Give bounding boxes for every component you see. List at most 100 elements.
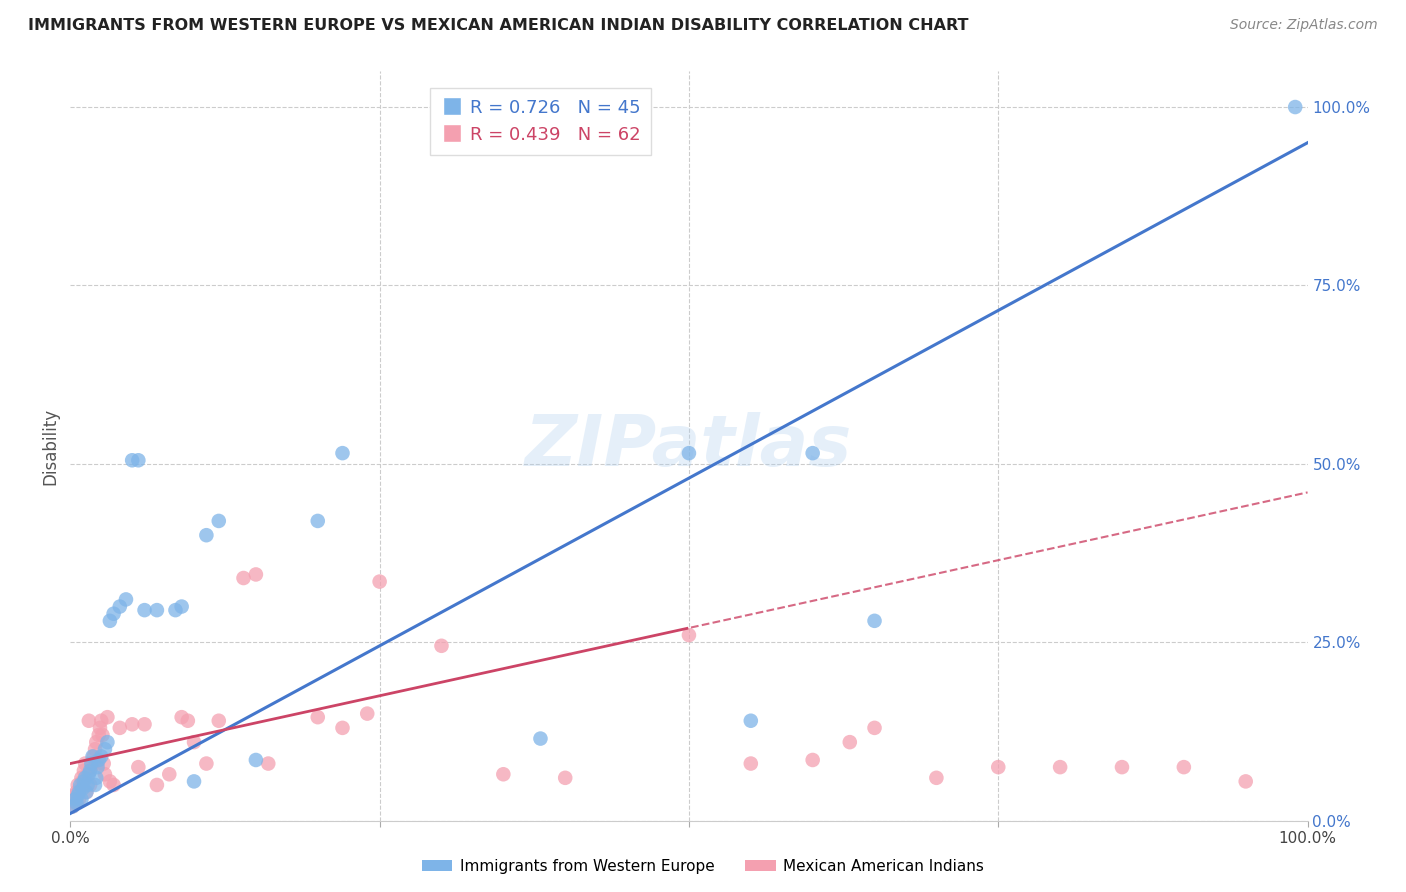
Text: Source: ZipAtlas.com: Source: ZipAtlas.com	[1230, 18, 1378, 32]
Point	[245, 567, 267, 582]
Point	[82, 749, 104, 764]
Point	[165, 603, 187, 617]
Point	[332, 446, 354, 460]
Legend: Immigrants from Western Europe, Mexican American Indians: Immigrants from Western Europe, Mexican …	[416, 853, 990, 880]
Point	[73, 774, 96, 789]
Point	[103, 607, 125, 621]
Point	[307, 710, 329, 724]
Point	[208, 714, 231, 728]
Point	[801, 753, 824, 767]
Point	[94, 742, 117, 756]
Point	[103, 778, 125, 792]
Point	[65, 785, 87, 799]
Point	[529, 731, 551, 746]
Point	[75, 785, 97, 799]
Text: ZIPatlas: ZIPatlas	[526, 411, 852, 481]
Point	[98, 614, 121, 628]
Point	[66, 789, 89, 803]
Point	[79, 764, 101, 778]
Point	[127, 760, 149, 774]
Point	[195, 528, 218, 542]
Point	[86, 756, 108, 771]
Point	[79, 778, 101, 792]
Point	[90, 714, 112, 728]
Point	[84, 778, 107, 792]
Point	[1234, 774, 1257, 789]
Point	[134, 603, 156, 617]
Point	[554, 771, 576, 785]
Point	[83, 749, 105, 764]
Point	[75, 756, 97, 771]
Point	[65, 796, 87, 810]
Point	[1284, 100, 1306, 114]
Point	[146, 603, 169, 617]
Point	[89, 721, 111, 735]
Point	[863, 614, 886, 628]
Point	[134, 717, 156, 731]
Point	[72, 781, 94, 796]
Point	[127, 453, 149, 467]
Point	[170, 710, 193, 724]
Point	[678, 446, 700, 460]
Point	[84, 771, 107, 785]
Point	[82, 756, 104, 771]
Point	[98, 774, 121, 789]
Point	[108, 599, 131, 614]
Point	[177, 714, 200, 728]
Point	[80, 760, 103, 774]
Point	[121, 453, 143, 467]
Point	[96, 735, 118, 749]
Y-axis label: Disability: Disability	[41, 408, 59, 484]
Point	[70, 792, 93, 806]
Point	[67, 785, 90, 799]
Point	[75, 771, 97, 785]
Point	[65, 792, 87, 806]
Point	[73, 764, 96, 778]
Point	[183, 774, 205, 789]
Point	[183, 735, 205, 749]
Point	[678, 628, 700, 642]
Point	[66, 778, 89, 792]
Point	[1049, 760, 1071, 774]
Point	[1173, 760, 1195, 774]
Point	[740, 756, 762, 771]
Point	[69, 778, 91, 792]
Point	[77, 767, 100, 781]
Point	[863, 721, 886, 735]
Point	[90, 749, 112, 764]
Point	[925, 771, 948, 785]
Point	[84, 742, 107, 756]
Point	[63, 789, 86, 803]
Point	[65, 796, 87, 810]
Point	[67, 792, 90, 806]
Point	[740, 714, 762, 728]
Point	[76, 767, 98, 781]
Point	[195, 756, 218, 771]
Point	[96, 710, 118, 724]
Point	[157, 767, 180, 781]
Point	[72, 774, 94, 789]
Point	[257, 756, 280, 771]
Point	[332, 721, 354, 735]
Point	[356, 706, 378, 721]
Point	[62, 799, 84, 814]
Point	[492, 767, 515, 781]
Point	[70, 771, 93, 785]
Point	[93, 756, 115, 771]
Text: IMMIGRANTS FROM WESTERN EUROPE VS MEXICAN AMERICAN INDIAN DISABILITY CORRELATION: IMMIGRANTS FROM WESTERN EUROPE VS MEXICA…	[28, 18, 969, 33]
Point	[69, 781, 91, 796]
Point	[84, 735, 107, 749]
Point	[245, 753, 267, 767]
Point	[801, 446, 824, 460]
Point	[80, 756, 103, 771]
Point	[232, 571, 254, 585]
Point	[91, 728, 114, 742]
Point	[76, 778, 98, 792]
Point	[86, 760, 108, 774]
Point	[430, 639, 453, 653]
Point	[115, 592, 138, 607]
Point	[62, 799, 84, 814]
Point	[75, 785, 97, 799]
Legend: R = 0.726   N = 45, R = 0.439   N = 62: R = 0.726 N = 45, R = 0.439 N = 62	[430, 88, 651, 154]
Point	[77, 714, 100, 728]
